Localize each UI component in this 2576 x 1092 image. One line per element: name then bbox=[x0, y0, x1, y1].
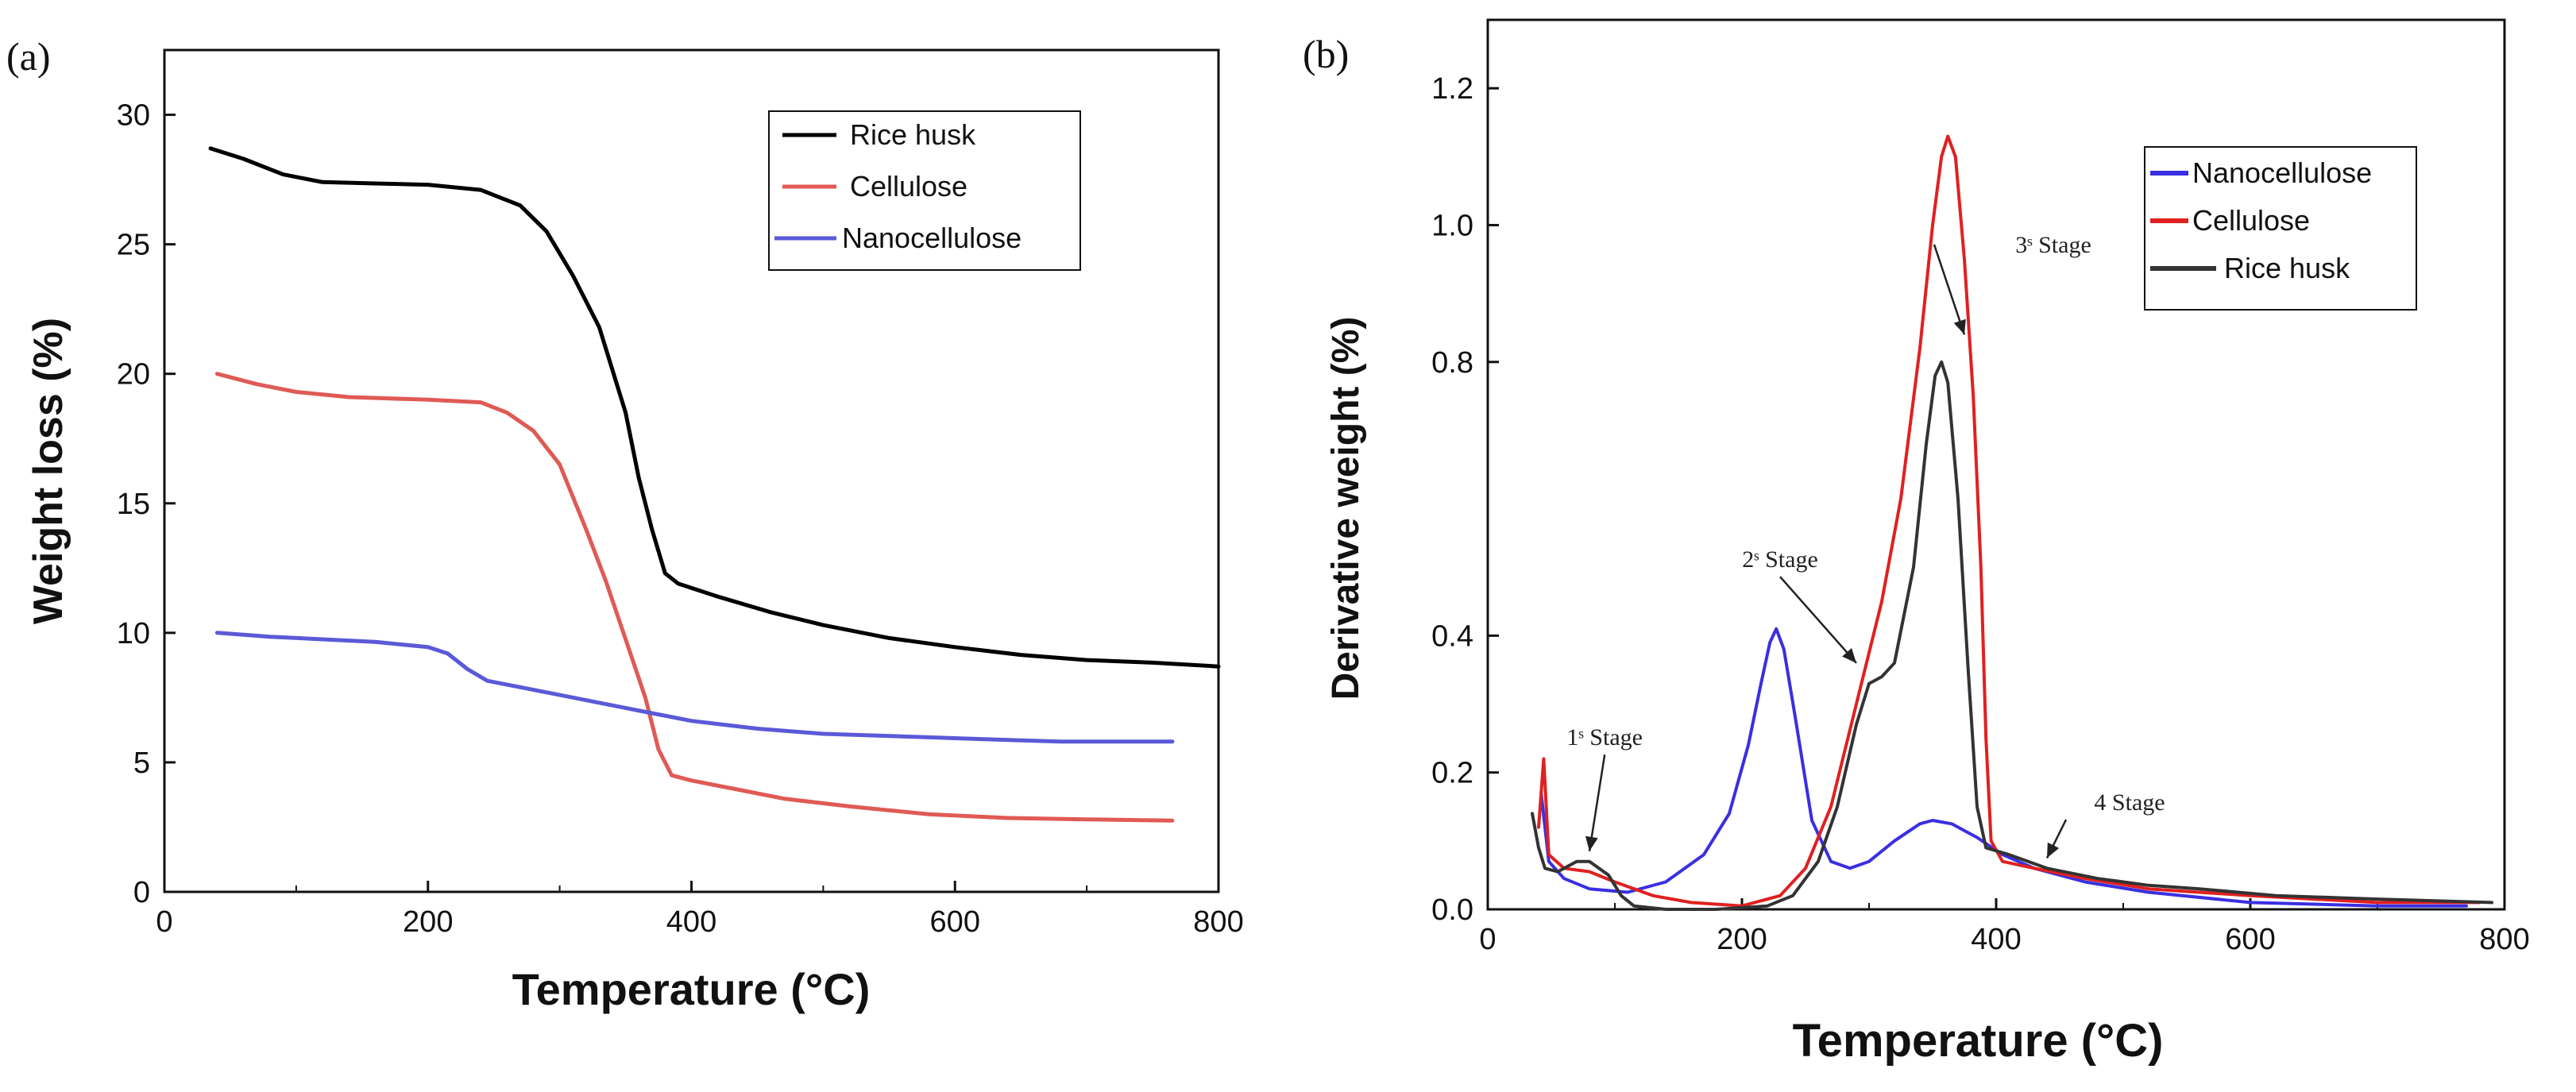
y-tick-label-0-2: 0.2 bbox=[1431, 757, 1473, 790]
panel-b-x-ticks: 0 200 400 600 800 bbox=[1479, 898, 2530, 956]
y-tick-label-0-4: 0.4 bbox=[1431, 619, 1473, 653]
series-line-rice-husk bbox=[208, 146, 1221, 669]
x-tick-label-400: 400 bbox=[1971, 923, 2021, 956]
x-tick-label-200: 200 bbox=[1717, 923, 1767, 956]
panel-b-x-axis-title: Temperature (°C) bbox=[1793, 1015, 2164, 1067]
series-line-nanocellulose-b bbox=[1539, 627, 2468, 908]
panel-b-legend-box bbox=[2144, 146, 2417, 311]
y-tick-label-15: 15 bbox=[117, 488, 150, 521]
panel-a-legend: Rice husk Cellulose Nanocellulose bbox=[768, 110, 1081, 271]
stage-annotation-2: 2ˢ Stage bbox=[1742, 546, 1818, 573]
y-tick-label-0-0: 0.0 bbox=[1431, 893, 1473, 927]
stage-annotation-3: 3ˢ Stage bbox=[2015, 232, 2091, 258]
panel-b: (b) 0 200 400 600 800 0.0 0.2 0.4 0.8 1.0 1.2 1ˢ … bbox=[1303, 18, 2530, 1067]
panel-a: (a) 0 200 400 600 800 0 5 10 15 20 25 30 Temperatu… bbox=[6, 34, 1244, 1014]
panel-b-y-ticks: 0.0 0.2 0.4 0.8 1.0 1.2 bbox=[1431, 72, 1499, 927]
stage-arrowhead-3 bbox=[1953, 318, 1966, 335]
panel-a-series-lines bbox=[208, 146, 1221, 823]
stage-arrowhead-1 bbox=[1585, 835, 1598, 851]
panel-b-legend: Nanocellulose Cellulose Rice husk bbox=[2144, 146, 2417, 311]
y-tick-label-30: 30 bbox=[117, 99, 150, 133]
panel-b-stage-annotations: 1ˢ Stage 2ˢ Stage 3ˢ Stage 4 Stage bbox=[1566, 232, 2165, 859]
x-tick-label-0: 0 bbox=[156, 905, 172, 939]
legend-label-nanocellulose: Nanocellulose bbox=[842, 222, 1022, 254]
y-tick-label-5: 5 bbox=[133, 747, 150, 780]
stage-annotation-4: 4 Stage bbox=[2094, 789, 2165, 816]
stage-arrow-1 bbox=[1588, 754, 1606, 851]
x-tick-label-400: 400 bbox=[666, 905, 716, 939]
stage-arrow-2 bbox=[1779, 576, 1857, 664]
stage-annotation-1: 1ˢ Stage bbox=[1566, 724, 1643, 751]
legend-label-rice-husk-b: Rice husk bbox=[2224, 252, 2350, 284]
series-line-cellulose bbox=[214, 372, 1175, 823]
legend-label-cellulose: Cellulose bbox=[850, 170, 967, 203]
series-line-rice-husk-b bbox=[1531, 360, 2493, 911]
y-tick-label-25: 25 bbox=[117, 229, 150, 262]
y-tick-label-0-8: 0.8 bbox=[1431, 346, 1473, 380]
legend-label-rice-husk: Rice husk bbox=[850, 118, 976, 151]
stage-arrowhead-2 bbox=[1842, 648, 1856, 663]
panel-b-series-lines bbox=[1531, 134, 2493, 911]
panel-a-x-axis-title: Temperature (°C) bbox=[512, 964, 871, 1014]
y-tick-label-0: 0 bbox=[133, 876, 150, 909]
panel-a-y-axis-title: Weight loss (%) bbox=[25, 318, 71, 624]
panel-a-label: (a) bbox=[6, 34, 51, 79]
panel-a-x-ticks: 0 200 400 600 800 bbox=[156, 881, 1244, 939]
x-tick-label-0: 0 bbox=[1479, 923, 1496, 956]
panel-a-y-ticks: 0 5 10 15 20 25 30 bbox=[117, 99, 176, 909]
y-tick-label-10: 10 bbox=[117, 617, 150, 650]
series-line-nanocellulose bbox=[214, 631, 1175, 744]
x-tick-label-200: 200 bbox=[403, 905, 453, 939]
x-tick-label-800: 800 bbox=[2479, 923, 2529, 956]
stage-arrow-3 bbox=[1933, 244, 1966, 335]
y-tick-label-20: 20 bbox=[117, 358, 150, 392]
x-tick-label-600: 600 bbox=[2225, 923, 2275, 956]
panel-a-legend-box bbox=[768, 110, 1081, 271]
panel-b-y-axis-title: Derivative weight (%) bbox=[1325, 317, 1367, 700]
y-tick-label-1-0: 1.0 bbox=[1431, 209, 1473, 242]
x-tick-label-600: 600 bbox=[930, 905, 980, 939]
stage-arrowhead-4 bbox=[2047, 842, 2060, 859]
y-tick-label-1-2: 1.2 bbox=[1431, 72, 1473, 106]
x-tick-label-800: 800 bbox=[1193, 905, 1243, 939]
legend-label-cellulose-b: Cellulose bbox=[2192, 204, 2310, 237]
series-line-cellulose-b bbox=[1537, 134, 2481, 908]
legend-label-nanocellulose-b: Nanocellulose bbox=[2192, 156, 2372, 189]
panel-b-label: (b) bbox=[1303, 32, 1349, 76]
